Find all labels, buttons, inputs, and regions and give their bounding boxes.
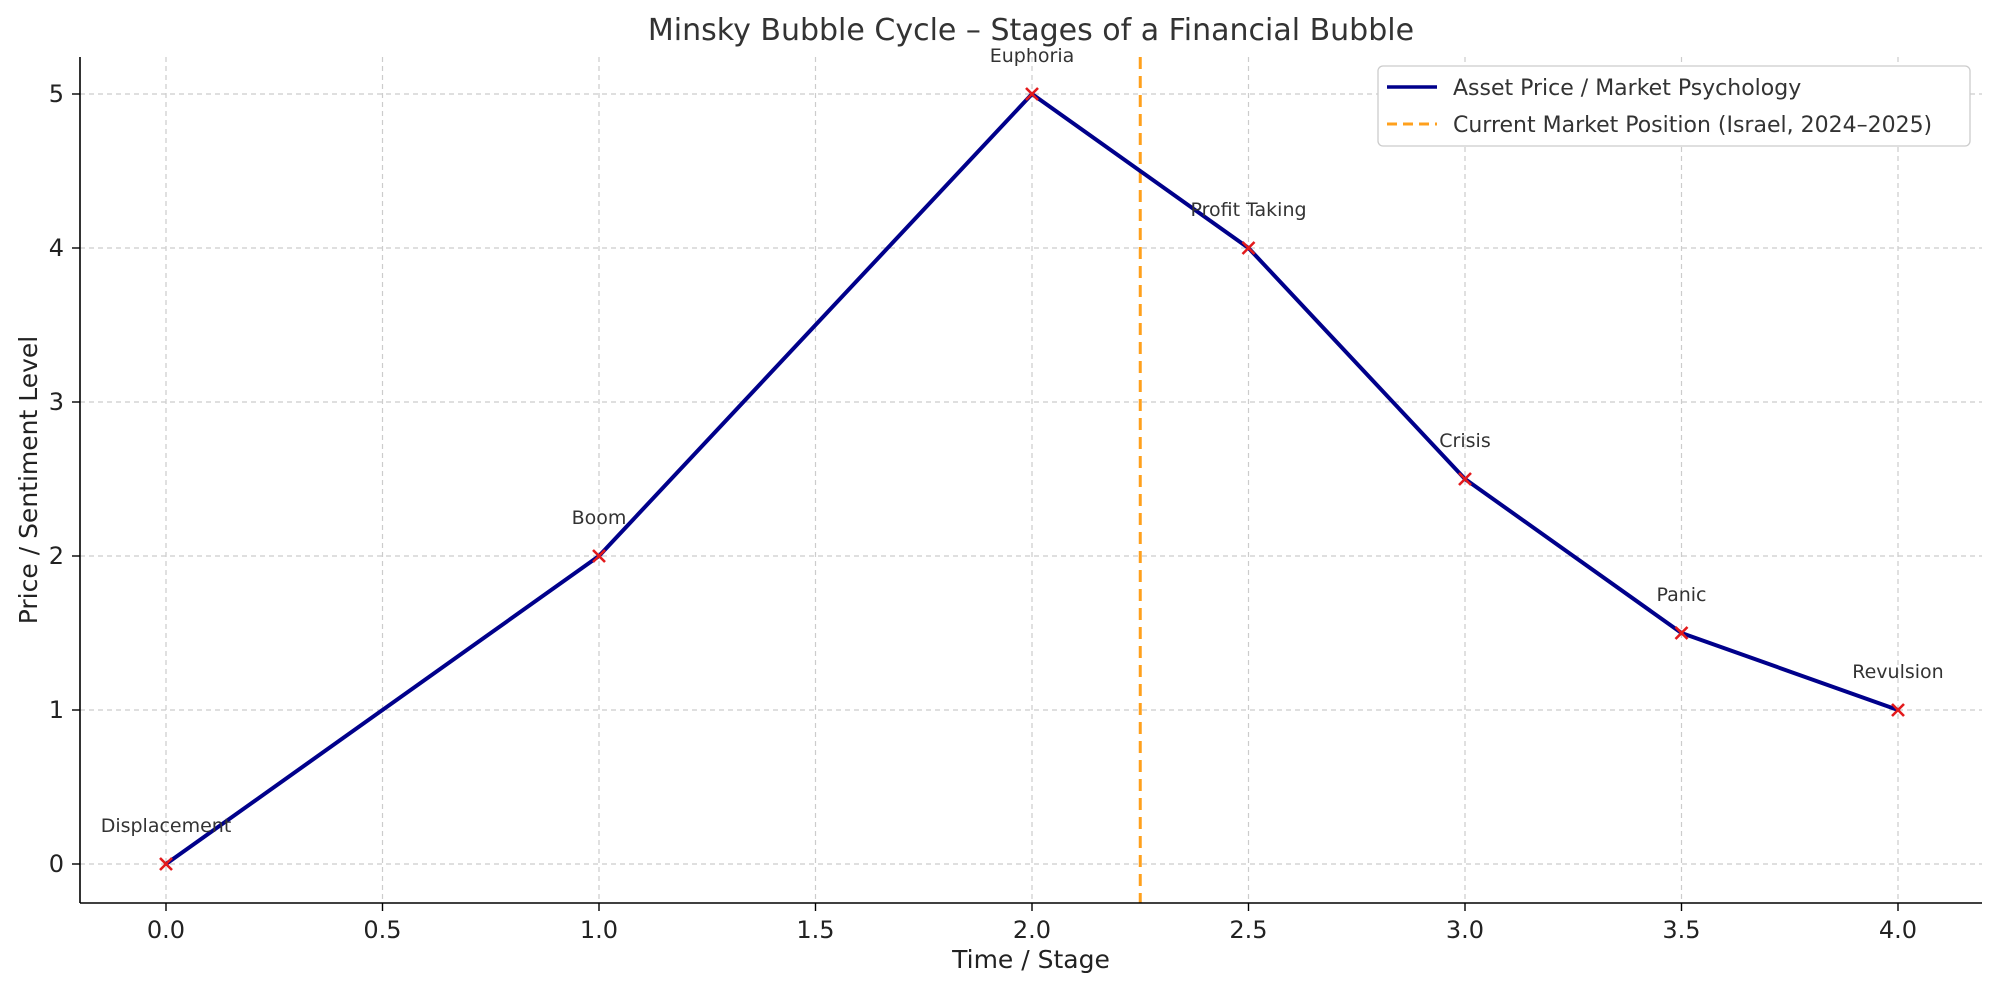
y-axis-label: Price / Sentiment Level (14, 336, 43, 624)
stage-marker (1458, 472, 1472, 486)
y-tick-label: 5 (49, 80, 64, 108)
x-tick-label: 3.5 (1662, 916, 1700, 944)
marker-layer (159, 87, 1905, 871)
tick-labels: 0.0 0.5 1.0 1.5 2.0 2.5 3.0 3.5 4.0 0 1 2 3 4 5 (49, 80, 1917, 944)
stage-marker (1891, 703, 1905, 717)
stage-marker (1241, 241, 1256, 255)
stage-marker (1025, 87, 1039, 101)
y-tick-label: 3 (49, 388, 64, 416)
x-tick-label: 1.5 (796, 916, 834, 944)
y-tick-label: 0 (49, 850, 64, 878)
stage-marker (159, 857, 173, 871)
stage-marker (592, 549, 606, 563)
grid-lines (80, 57, 1982, 903)
legend-series-label: Asset Price / Market Psychology (1453, 76, 1801, 101)
stage-label: Displacement (101, 815, 232, 837)
stage-label: Profit Taking (1190, 199, 1306, 221)
series-layer (164, 92, 1900, 866)
x-tick-label: 2.5 (1229, 916, 1267, 944)
legend-vline-label: Current Market Position (Israel, 2024–20… (1453, 113, 1932, 138)
x-tick-label: 3.0 (1446, 916, 1484, 944)
x-tick-label: 2.0 (1013, 916, 1051, 944)
stage-label: Boom (572, 507, 627, 529)
x-tick-label: 0.0 (147, 916, 185, 944)
annotation-layer: Displacement Boom Euphoria Profit Taking Cri… (101, 45, 1944, 837)
y-tick-label: 1 (49, 696, 64, 724)
y-tick-label: 4 (49, 234, 64, 262)
asset-price-line (164, 92, 1900, 866)
stage-label: Crisis (1439, 430, 1490, 452)
chart-title: Minsky Bubble Cycle – Stages of a Financ… (648, 13, 1414, 48)
legend: Asset Price / Market Psychology Current … (1377, 65, 1971, 147)
x-tick-label: 1.0 (580, 916, 618, 944)
stage-label: Euphoria (990, 45, 1075, 67)
stage-label: Panic (1656, 584, 1706, 606)
stage-label: Revulsion (1852, 661, 1943, 683)
stage-marker (1674, 626, 1689, 640)
x-axis-label: Time / Stage (951, 945, 1110, 974)
axes (72, 57, 1982, 911)
x-tick-label: 0.5 (363, 916, 401, 944)
x-tick-label: 4.0 (1879, 916, 1917, 944)
y-tick-label: 2 (49, 542, 64, 570)
legend-box (1377, 65, 1971, 147)
